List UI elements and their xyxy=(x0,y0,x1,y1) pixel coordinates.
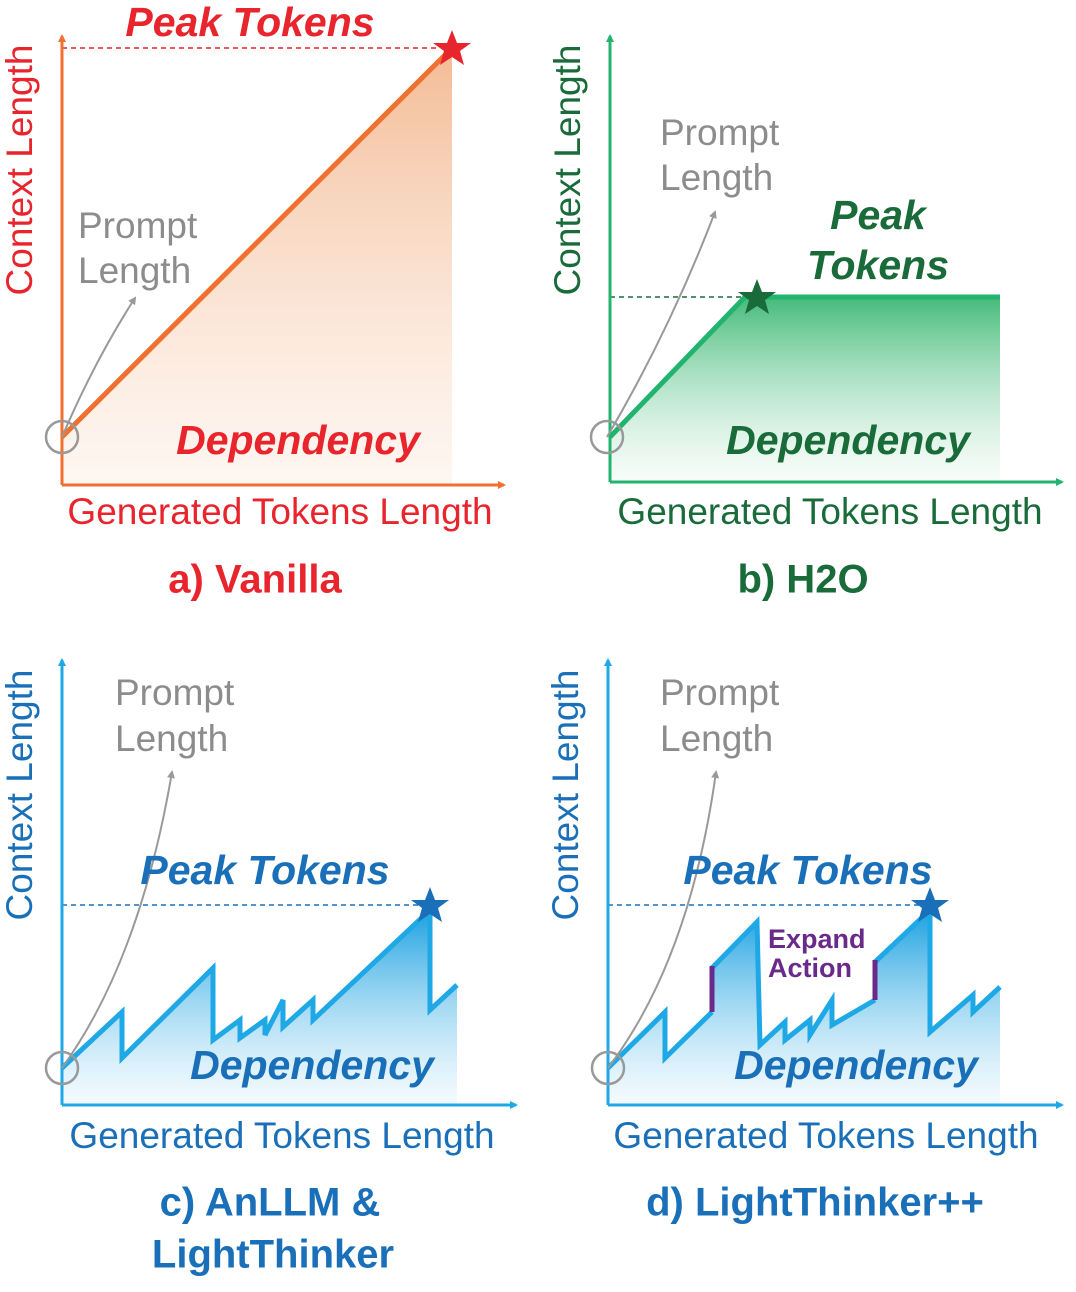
context-line xyxy=(60,46,454,439)
area xyxy=(62,48,452,485)
prompt-label: Length xyxy=(78,250,191,291)
dependency-label: Dependency xyxy=(176,417,422,463)
dependency-label: Dependency xyxy=(734,1042,980,1088)
caption: a) Vanilla xyxy=(168,558,342,602)
prompt-arrow xyxy=(607,770,720,1069)
y-axis-label: Context Length xyxy=(0,670,40,921)
prompt-label: Length xyxy=(115,718,228,759)
y-axis-label: Context Length xyxy=(0,45,40,296)
peak-star xyxy=(911,887,949,922)
caption: b) H2O xyxy=(737,558,868,602)
action-label: Action xyxy=(768,953,852,983)
panel-lightthinker-plus: Context Length Prompt Length Peak Tokens… xyxy=(545,658,1064,1225)
area xyxy=(610,297,1000,482)
area xyxy=(62,910,457,1105)
prompt-label: Length xyxy=(660,718,773,759)
origin-circle xyxy=(590,1050,626,1086)
peak-star xyxy=(433,30,471,65)
peak-star xyxy=(411,887,449,922)
context-line xyxy=(60,904,459,1070)
context-line xyxy=(710,916,877,1051)
peak-star xyxy=(738,279,776,314)
x-axis-label: Generated Tokens Length xyxy=(69,1115,494,1156)
panel-h2o: Context Length Prompt Length Peak Tokens… xyxy=(547,34,1064,602)
prompt-arrow xyxy=(606,210,717,438)
prompt-label: Prompt xyxy=(660,112,780,153)
origin-circle xyxy=(589,419,625,455)
peak-label: Peak Tokens xyxy=(683,847,932,893)
panel-anllm: Context Length Prompt Length Peak Tokens… xyxy=(0,658,518,1277)
x-axis-label: Generated Tokens Length xyxy=(613,1115,1038,1156)
y-axis-label: Context Length xyxy=(545,670,586,921)
peak-label: Peak Tokens xyxy=(140,847,389,893)
panel-vanilla: Peak Tokens Context Length Prompt Length… xyxy=(0,0,506,602)
x-axis-label: Generated Tokens Length xyxy=(617,491,1042,532)
y-axis-label: Context Length xyxy=(547,45,588,296)
origin-circle xyxy=(44,419,80,455)
context-line xyxy=(606,1006,714,1070)
origin-circle xyxy=(44,1050,80,1086)
caption: d) LightThinker++ xyxy=(646,1181,984,1225)
peak-label: Tokens xyxy=(807,242,949,288)
caption: LightThinker xyxy=(152,1233,394,1277)
prompt-arrow xyxy=(61,770,175,1069)
prompt-arrow xyxy=(61,296,137,438)
prompt-label: Prompt xyxy=(660,672,780,713)
dependency-label: Dependency xyxy=(190,1042,436,1088)
x-axis-label: Generated Tokens Length xyxy=(67,491,492,532)
dependency-label: Dependency xyxy=(726,417,972,463)
peak-label: Peak Tokens xyxy=(125,0,374,45)
action-label: Expand xyxy=(768,924,866,954)
area xyxy=(608,910,1000,1105)
peak-label: Peak xyxy=(830,192,928,238)
prompt-label: Prompt xyxy=(115,672,235,713)
prompt-label: Prompt xyxy=(78,205,198,246)
prompt-label: Length xyxy=(660,157,773,198)
caption: c) AnLLM & xyxy=(160,1181,381,1225)
